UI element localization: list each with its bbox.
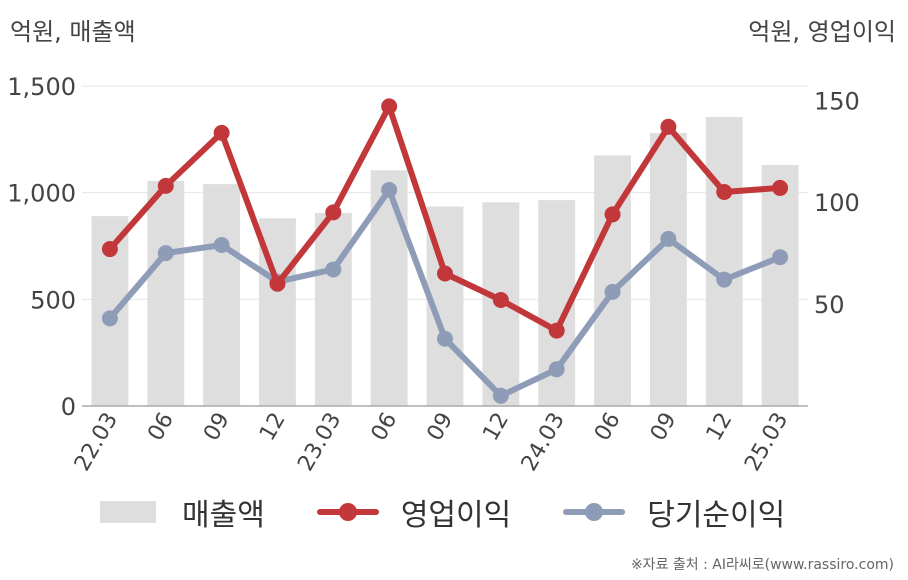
operating-profit-point <box>381 98 398 115</box>
net-income-point <box>492 387 509 404</box>
x-tick-label: 23.03 <box>293 409 346 476</box>
x-tick-label: 25.03 <box>740 409 793 476</box>
x-tick-label: 09 <box>646 409 682 446</box>
x-tick-label: 06 <box>143 409 179 446</box>
x-tick-label: 06 <box>367 409 403 446</box>
legend-swatch-operating-profit <box>316 501 379 523</box>
left-axis-unit: 억원, 매출액 <box>10 18 136 46</box>
right-tick-label: 100 <box>814 189 860 217</box>
x-tick-label: 06 <box>590 409 626 446</box>
revenue-bar <box>314 212 352 406</box>
operating-profit-point <box>437 265 453 282</box>
net-income-point <box>604 283 621 300</box>
left-tick-label: 0 <box>61 393 76 421</box>
legend-label-revenue: 매출액 <box>182 498 265 533</box>
x-tick-label: 12 <box>702 409 738 446</box>
net-income-point <box>772 249 789 266</box>
revenue-bar <box>649 132 687 406</box>
x-tick-label: 12 <box>255 409 291 446</box>
legend-label-net-income: 당기순이익 <box>647 498 786 533</box>
legend-swatch-net-income <box>563 501 626 523</box>
operating-profit-point <box>604 206 621 223</box>
net-income-point <box>213 236 230 253</box>
right-axis-unit: 억원, 영업이익 <box>748 18 896 46</box>
net-income-point <box>157 245 174 262</box>
net-income-point <box>660 230 677 247</box>
legend-item-net-income: 당기순이익 <box>563 490 785 534</box>
legend-item-operating-profit: 영업이익 <box>316 490 512 534</box>
left-tick-label: 1,000 <box>7 180 76 208</box>
net-income-point <box>325 261 342 278</box>
operating-profit-point <box>772 179 789 196</box>
source-note: ※자료 출처 : AI라씨로(www.rassiro.com) <box>630 557 894 573</box>
net-income-point <box>381 181 398 198</box>
right-tick-label: 50 <box>814 291 845 319</box>
left-tick-label: 1,500 <box>7 73 76 101</box>
x-tick-label: 24.03 <box>517 409 570 476</box>
operating-profit-point <box>660 118 677 135</box>
revenue-bar <box>705 116 743 406</box>
revenue-bar <box>203 184 241 406</box>
operating-profit-point <box>716 183 733 200</box>
net-income-point <box>437 330 453 347</box>
x-tick-label: 09 <box>199 409 235 446</box>
legend: 매출액 영업이익 당기순이익 <box>100 490 837 534</box>
operating-profit-point <box>269 275 286 292</box>
net-income-point <box>716 271 733 288</box>
operating-profit-point <box>213 124 230 141</box>
x-tick-label: 12 <box>478 409 514 446</box>
operating-profit-point <box>157 177 174 194</box>
right-tick-label: 150 <box>814 87 860 115</box>
revenue-bar <box>147 180 185 406</box>
net-income-point <box>548 361 565 378</box>
legend-swatch-revenue <box>100 501 156 523</box>
revenue-bar <box>761 164 799 406</box>
operating-profit-point <box>492 292 509 309</box>
legend-label-operating-profit: 영업이익 <box>400 498 512 533</box>
operating-profit-point <box>325 204 342 221</box>
left-tick-label: 500 <box>30 286 76 314</box>
operating-profit-point <box>548 322 565 339</box>
x-tick-label: 22.03 <box>70 409 123 476</box>
legend-item-revenue: 매출액 <box>100 490 265 534</box>
operating-profit-point <box>101 241 118 258</box>
net-income-point <box>101 310 118 327</box>
x-tick-label: 09 <box>423 409 459 446</box>
